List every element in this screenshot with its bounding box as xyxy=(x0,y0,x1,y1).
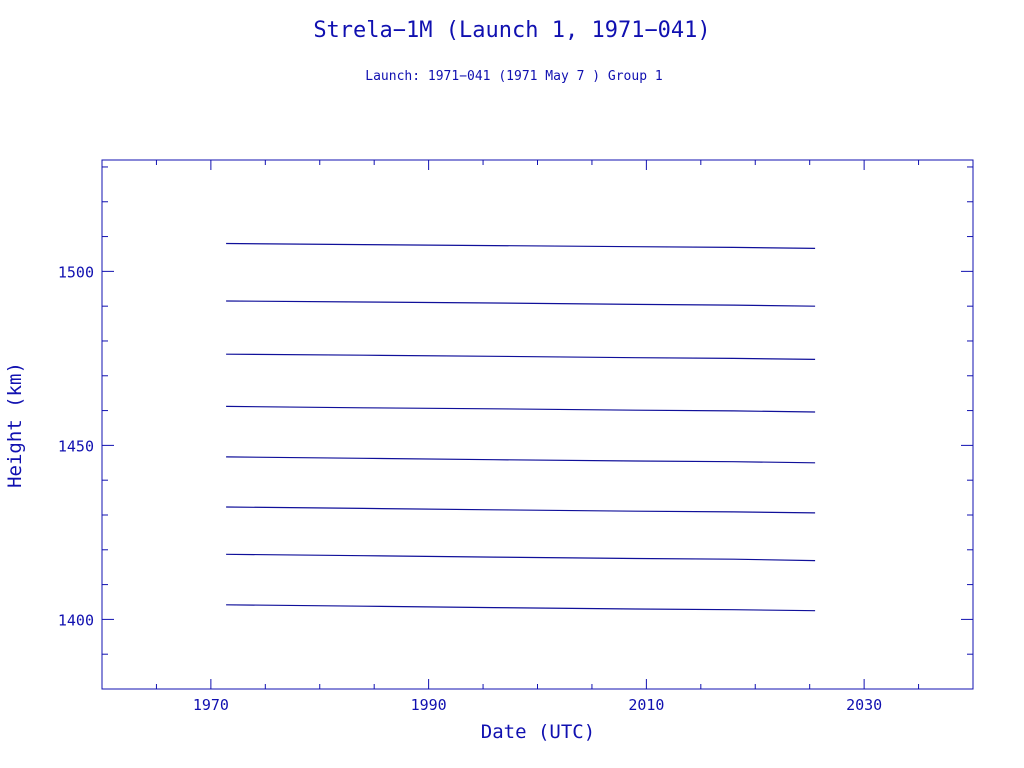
y-tick-label: 1500 xyxy=(58,263,94,281)
plot-area xyxy=(101,159,974,690)
x-tick-labels: 1970 1990 2010 2030 xyxy=(193,696,882,714)
series-group xyxy=(226,242,816,612)
series-line-1 xyxy=(226,242,816,249)
series-line-7 xyxy=(226,553,816,562)
series-line-8 xyxy=(226,604,816,612)
y-tick-label: 1400 xyxy=(58,611,94,629)
y-axis-label: Height (km) xyxy=(4,362,26,488)
series-line-5 xyxy=(226,456,816,464)
y-tick-labels: 1400 1450 1500 xyxy=(58,263,94,629)
series-line-6 xyxy=(226,506,816,514)
x-tick-label: 1990 xyxy=(411,696,447,714)
y-tick-label: 1450 xyxy=(58,437,94,455)
series-line-2 xyxy=(226,300,816,307)
x-tick-label: 2030 xyxy=(846,696,882,714)
x-tick-label: 2010 xyxy=(628,696,664,714)
x-axis-label: Date (UTC) xyxy=(481,721,595,743)
series-line-3 xyxy=(226,353,816,360)
chart-subtitle: Launch: 1971−041 (1971 May 7 ) Group 1 xyxy=(365,69,662,84)
x-tick-label: 1970 xyxy=(193,696,229,714)
axis-ticks xyxy=(102,160,973,690)
plot-frame xyxy=(101,159,974,690)
chart-title: Strela−1M (Launch 1, 1971−041) xyxy=(313,18,710,43)
series-line-4 xyxy=(226,405,816,413)
